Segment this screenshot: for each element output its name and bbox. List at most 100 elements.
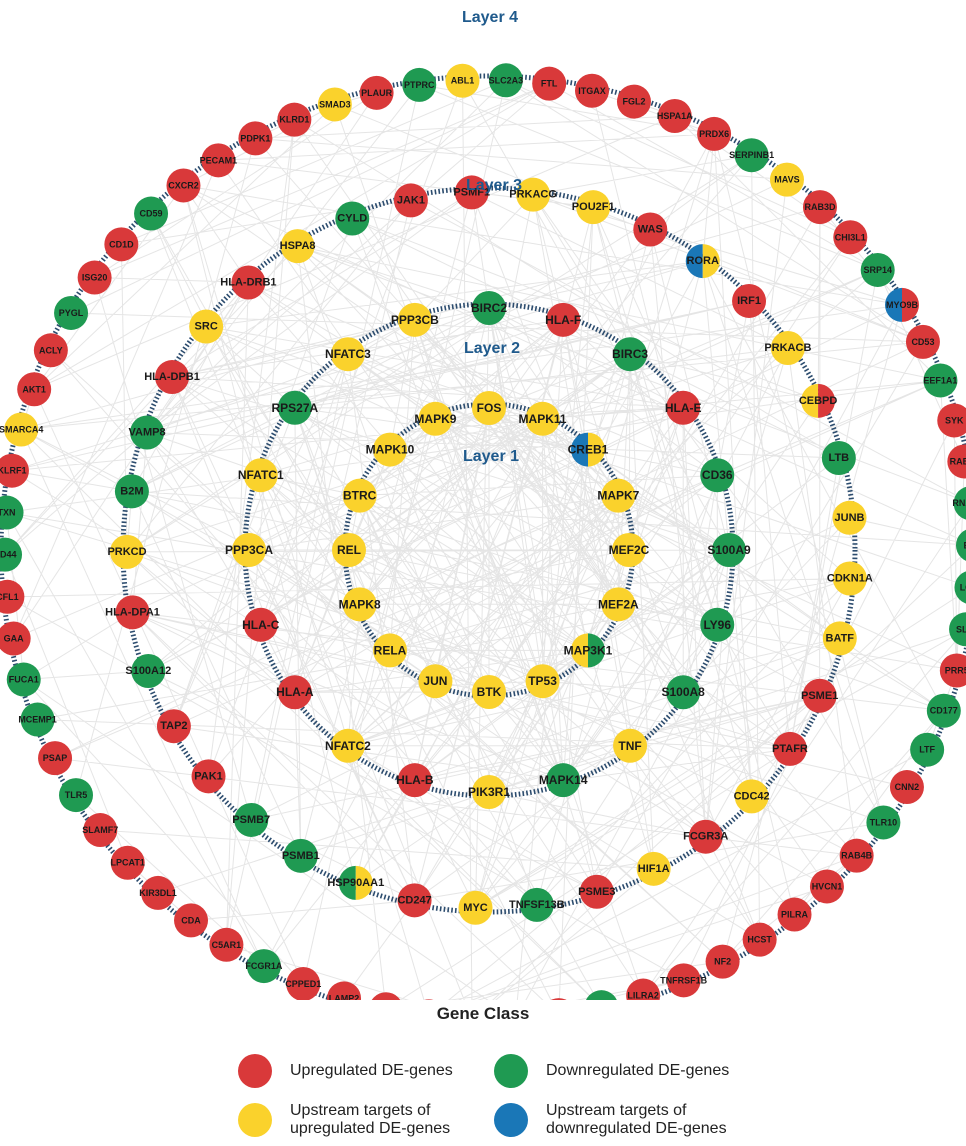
gene-label: CD59 bbox=[140, 209, 163, 219]
gene-label: PTAFR bbox=[772, 743, 808, 755]
gene-node-mapk8: MAPK8 bbox=[339, 587, 381, 622]
gene-node-mavs: MAVS bbox=[769, 162, 804, 197]
node-circle bbox=[769, 162, 804, 197]
node-circle bbox=[700, 607, 735, 642]
node-circle bbox=[359, 75, 394, 110]
node-circle bbox=[937, 403, 966, 438]
layer-label-3: Layer 3 bbox=[466, 177, 522, 194]
node-half-right bbox=[355, 865, 373, 900]
legend-item-target-down: Upstream targets of downregulated DE-gen… bbox=[494, 1102, 727, 1138]
gene-label: HSPA8 bbox=[280, 240, 316, 252]
gene-node-smarca4: SMARCA4 bbox=[0, 412, 43, 447]
layer-labels: Layer 1 Layer 2 Layer 3 Layer 4 bbox=[462, 9, 522, 465]
node-circle bbox=[802, 190, 837, 225]
gene-label: JAK1 bbox=[397, 194, 425, 206]
gene-node-tnfrsf1b: TNFRSF1B bbox=[660, 963, 708, 998]
node-circle bbox=[734, 138, 769, 173]
gene-label: RAB3D bbox=[804, 202, 836, 212]
node-circle bbox=[191, 759, 226, 794]
gene-node-mapk14: MAPK14 bbox=[539, 763, 588, 798]
gene-node-junb: JUNB bbox=[832, 500, 867, 535]
node-circle bbox=[705, 944, 740, 979]
node-circle bbox=[953, 486, 966, 520]
node-half-left bbox=[570, 633, 588, 668]
gene-node-nf2: NF2 bbox=[705, 944, 740, 979]
node-circle bbox=[33, 333, 68, 368]
gene-node-srp14: SRP14 bbox=[860, 252, 895, 287]
gene-node-cfl1: CFL1 bbox=[0, 579, 25, 614]
node-circle bbox=[889, 770, 924, 805]
gene-node-s100a8: S100A8 bbox=[661, 675, 705, 710]
gene-node-was: WAS bbox=[633, 212, 668, 247]
legend-item-down: Downregulated DE-genes bbox=[494, 1054, 729, 1088]
gene-node-fcgr3a: FCGR3A bbox=[683, 819, 728, 854]
gene-label: ACLY bbox=[39, 345, 63, 355]
network-nodes: FOS MAPK11 CREB1 MAPK7 MEF2C MEF2A MAP3K1 TP53 B… bbox=[0, 63, 966, 1000]
gene-label: MYC bbox=[463, 902, 488, 914]
gene-node-nfatc2: NFATC2 bbox=[325, 728, 371, 763]
node-half-right bbox=[587, 432, 605, 467]
node-circle bbox=[574, 73, 609, 108]
gene-node-hspa1a: HSPA1A bbox=[657, 99, 693, 134]
gene-node-prkacb: PRKACB bbox=[764, 330, 811, 365]
gene-label: BTK bbox=[477, 685, 502, 699]
gene-label: FCGR3A bbox=[683, 831, 728, 843]
gene-label: CNN2 bbox=[895, 782, 920, 792]
gene-node-fuca1: FUCA1 bbox=[6, 662, 41, 697]
gene-node-psme3: PSME3 bbox=[578, 874, 615, 909]
gene-node-pilra: PILRA bbox=[777, 897, 812, 932]
gene-label: KLRD1 bbox=[279, 115, 309, 125]
gene-node-cd53: CD53 bbox=[905, 324, 940, 359]
node-circle bbox=[17, 372, 52, 407]
gene-label: KIR3DL1 bbox=[139, 888, 177, 898]
node-circle bbox=[525, 401, 560, 436]
node-circle bbox=[0, 621, 31, 656]
gene-node-myo9b: MYO9B bbox=[884, 287, 919, 322]
node-half-right bbox=[587, 633, 605, 668]
node-circle bbox=[833, 220, 868, 255]
node-half-right bbox=[702, 244, 720, 279]
gene-node-rela: RELA bbox=[373, 633, 408, 668]
gene-node-slamf7: SLAMF7 bbox=[82, 813, 118, 848]
gene-label: CD36 bbox=[702, 468, 733, 482]
gene-label: ITGAX bbox=[578, 86, 606, 96]
down-swatch bbox=[494, 1054, 528, 1088]
gene-node-abl1: ABL1 bbox=[445, 63, 480, 98]
gene-label: SLC2A3 bbox=[489, 75, 524, 85]
node-circle bbox=[20, 702, 55, 737]
gene-node-ptprc: PTPRC bbox=[402, 67, 437, 102]
node-circle bbox=[327, 981, 362, 1000]
gene-label: FOS bbox=[477, 401, 502, 415]
gene-label: CREB1 bbox=[568, 443, 609, 457]
node-circle bbox=[59, 778, 94, 813]
gene-node-rab4b: RAB4B bbox=[839, 838, 874, 873]
node-circle bbox=[131, 654, 166, 689]
gene-label: CDC42 bbox=[734, 790, 770, 802]
node-circle bbox=[6, 662, 41, 697]
gene-node-ppp3ca: PPP3CA bbox=[225, 533, 273, 567]
gene-label: LTF bbox=[919, 745, 935, 755]
gene-label: HVCN1 bbox=[812, 881, 843, 891]
node-circle bbox=[579, 874, 614, 909]
gene-label: HLA-B bbox=[396, 773, 434, 787]
layer-label-4: Layer 4 bbox=[462, 9, 518, 26]
gene-label: NFATC3 bbox=[325, 347, 371, 361]
gene-node-tap2: TAP2 bbox=[156, 709, 191, 744]
gene-label: PSME1 bbox=[801, 690, 838, 702]
node-circle bbox=[585, 990, 617, 1000]
node-circle bbox=[332, 533, 366, 567]
gene-node-cnn2: CNN2 bbox=[889, 770, 924, 805]
gene-node-hspa8: HSPA8 bbox=[280, 229, 316, 264]
gene-node-slpi: SLPI bbox=[949, 612, 966, 647]
gene-node-psme1: PSME1 bbox=[801, 678, 838, 713]
node-circle bbox=[201, 143, 236, 178]
gene-node-nfatc3: NFATC3 bbox=[325, 337, 371, 372]
node-circle bbox=[141, 875, 176, 910]
node-circle bbox=[822, 621, 857, 656]
gene-node-cebpd: CEBPD bbox=[799, 383, 837, 418]
node-circle bbox=[209, 927, 244, 962]
gene-node-cd36: CD36 bbox=[700, 458, 735, 493]
gene-node-chi3l1: CHI3L1 bbox=[833, 220, 868, 255]
node-circle bbox=[712, 533, 746, 567]
gene-node-hvcn1: HVCN1 bbox=[809, 869, 844, 904]
